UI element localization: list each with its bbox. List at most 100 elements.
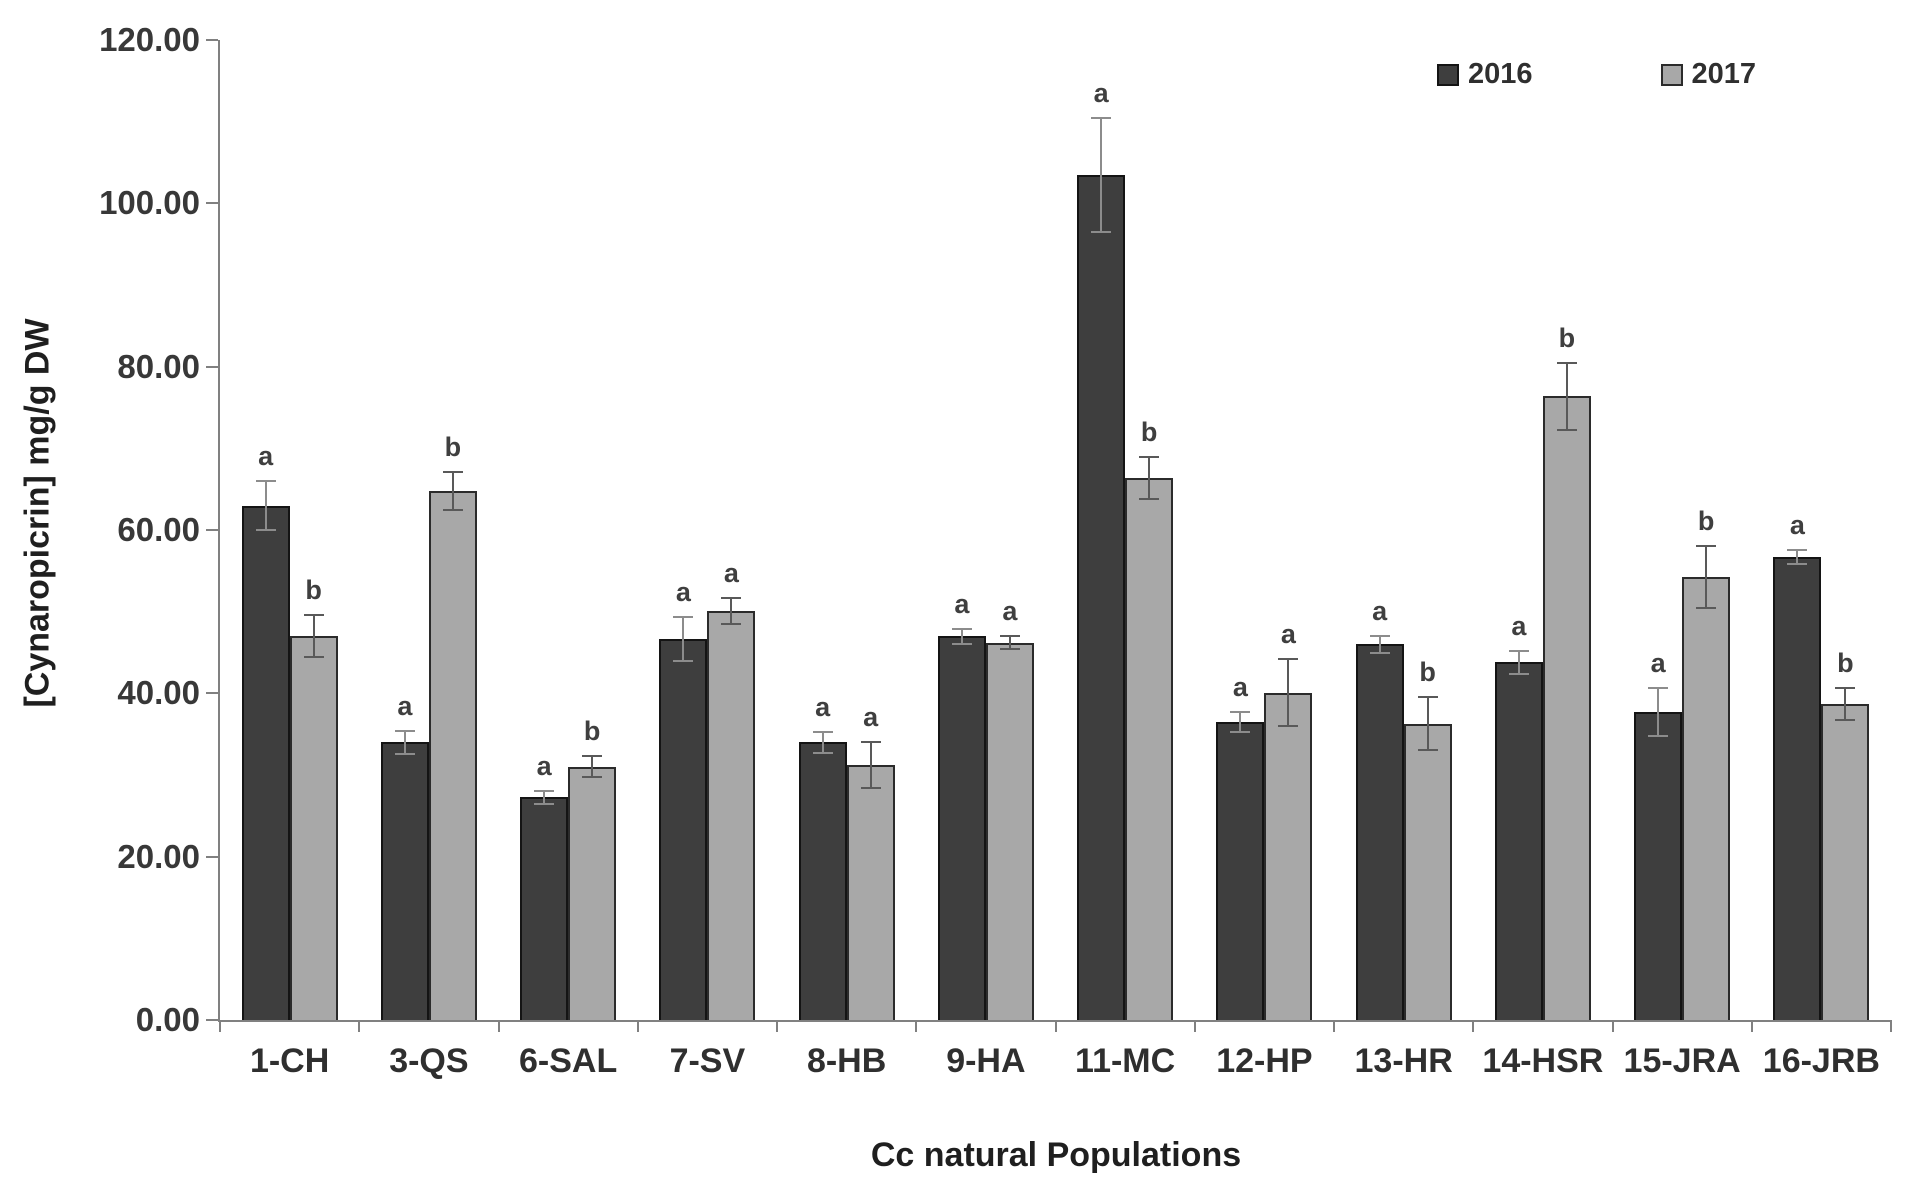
y-tick-label: 120.00	[99, 21, 200, 58]
significance-letter: a	[536, 750, 552, 781]
error-bar-cap-bottom	[1139, 497, 1160, 500]
error-bar	[264, 481, 267, 530]
y-axis-line	[218, 40, 220, 1022]
x-tick-label: 12-HP	[1216, 1042, 1313, 1080]
x-tick	[1750, 1020, 1753, 1032]
significance-letter: b	[1558, 322, 1576, 353]
y-tick-label: 20.00	[117, 837, 200, 875]
significance-letter: b	[1419, 657, 1436, 688]
error-bar-cap-bottom	[1787, 563, 1808, 566]
error-bar-cap-bottom	[1648, 734, 1669, 737]
y-tick	[206, 365, 218, 368]
x-axis-title: Cc natural Populations	[870, 1136, 1242, 1174]
bar-2016-12-HP	[1216, 721, 1265, 1020]
y-tick	[206, 855, 218, 858]
error-bar-cap-top	[1091, 116, 1112, 119]
error-bar-cap-top	[1696, 544, 1717, 547]
y-tick	[206, 39, 218, 41]
legend-label-2016: 2016	[1468, 58, 1533, 90]
bar-2017-13-HR	[1403, 723, 1452, 1020]
error-bar-cap-bottom	[442, 508, 463, 511]
bar-2016-6-SAL	[520, 797, 569, 1020]
bar-2017-11-MC	[1125, 477, 1174, 1020]
error-bar-cap-top	[1417, 696, 1438, 699]
significance-letter: b	[444, 432, 462, 463]
significance-letter: a	[815, 691, 831, 722]
error-bar	[1844, 687, 1847, 721]
error-bar	[312, 614, 315, 658]
bar-2017-15-JRA	[1682, 576, 1731, 1020]
bar-2016-13-HR	[1355, 644, 1404, 1020]
x-tick	[1054, 1020, 1057, 1032]
error-bar-cap-top	[1556, 361, 1577, 364]
error-bar-cap-top	[442, 471, 463, 474]
error-bar-cap-bottom	[1508, 672, 1529, 675]
error-bar	[451, 472, 454, 510]
legend: 2016 2017	[1437, 58, 1756, 91]
error-bar	[1796, 549, 1799, 565]
error-bar-cap-top	[812, 730, 833, 733]
error-bar-cap-bottom	[1369, 651, 1390, 654]
error-bar-cap-top	[1835, 686, 1856, 689]
error-bar	[730, 597, 733, 624]
y-tick-label: 100.00	[99, 184, 200, 222]
error-bar-cap-top	[1139, 455, 1160, 458]
error-bar-cap-top	[394, 729, 415, 732]
bar-2016-3-QS	[380, 742, 429, 1020]
error-bar-cap-bottom	[582, 776, 603, 779]
error-bar-cap-bottom	[303, 656, 324, 659]
y-tick	[206, 692, 218, 695]
bar-2017-6-SAL	[568, 766, 617, 1020]
error-bar	[1705, 545, 1708, 608]
x-tick-label: 8-HB	[806, 1042, 887, 1080]
y-tick	[206, 202, 218, 205]
x-tick-label: 6-SAL	[519, 1042, 618, 1080]
error-bar	[1008, 636, 1011, 650]
error-bar-cap-top	[1230, 711, 1251, 714]
bar-2016-9-HA	[937, 636, 986, 1020]
bar-2016-16-JRB	[1773, 556, 1822, 1020]
x-tick	[358, 1020, 361, 1032]
error-bar-cap-top	[303, 613, 324, 616]
error-bar	[591, 756, 594, 778]
legend-label-2017: 2017	[1691, 58, 1757, 90]
error-bar	[1517, 650, 1520, 674]
error-bar-cap-bottom	[1230, 730, 1251, 733]
significance-letter: a	[1280, 619, 1296, 650]
error-bar-cap-bottom	[999, 648, 1020, 651]
bar-2017-1-CH	[289, 636, 338, 1020]
error-bar-cap-top	[255, 480, 276, 482]
legend-item-2017: 2017	[1660, 58, 1757, 91]
y-tick-label: 40.00	[117, 674, 200, 712]
error-bar	[1565, 362, 1568, 430]
error-bar-cap-bottom	[255, 529, 276, 531]
error-bar-cap-top	[1787, 548, 1808, 551]
error-bar	[1148, 456, 1151, 499]
significance-letter: a	[1002, 596, 1018, 627]
x-tick	[776, 1020, 778, 1032]
error-bar-cap-bottom	[812, 751, 833, 754]
error-bar-cap-top	[1278, 658, 1299, 661]
bar-2016-8-HB	[798, 742, 847, 1020]
y-tick-label: 60.00	[117, 511, 200, 548]
significance-letter: a	[1789, 509, 1805, 540]
error-bar-cap-top	[1508, 649, 1529, 652]
x-tick	[915, 1020, 918, 1032]
significance-letter: a	[1372, 596, 1388, 627]
error-bar	[682, 616, 685, 661]
y-tick	[206, 1019, 218, 1021]
x-tick-label: 11-MC	[1075, 1042, 1176, 1080]
error-bar-cap-top	[999, 635, 1020, 638]
significance-letter: a	[863, 702, 879, 733]
y-tick	[206, 529, 218, 531]
error-bar-cap-top	[860, 741, 881, 744]
bar-2017-14-HSR	[1542, 396, 1591, 1020]
bar-2016-7-SV	[659, 638, 708, 1020]
bar-2016-1-CH	[241, 505, 290, 1020]
bar-2017-3-QS	[428, 490, 477, 1020]
bar-2017-9-HA	[985, 642, 1034, 1020]
bar-2016-11-MC	[1077, 174, 1126, 1020]
error-bar	[1657, 688, 1660, 736]
significance-letter: a	[258, 441, 274, 471]
